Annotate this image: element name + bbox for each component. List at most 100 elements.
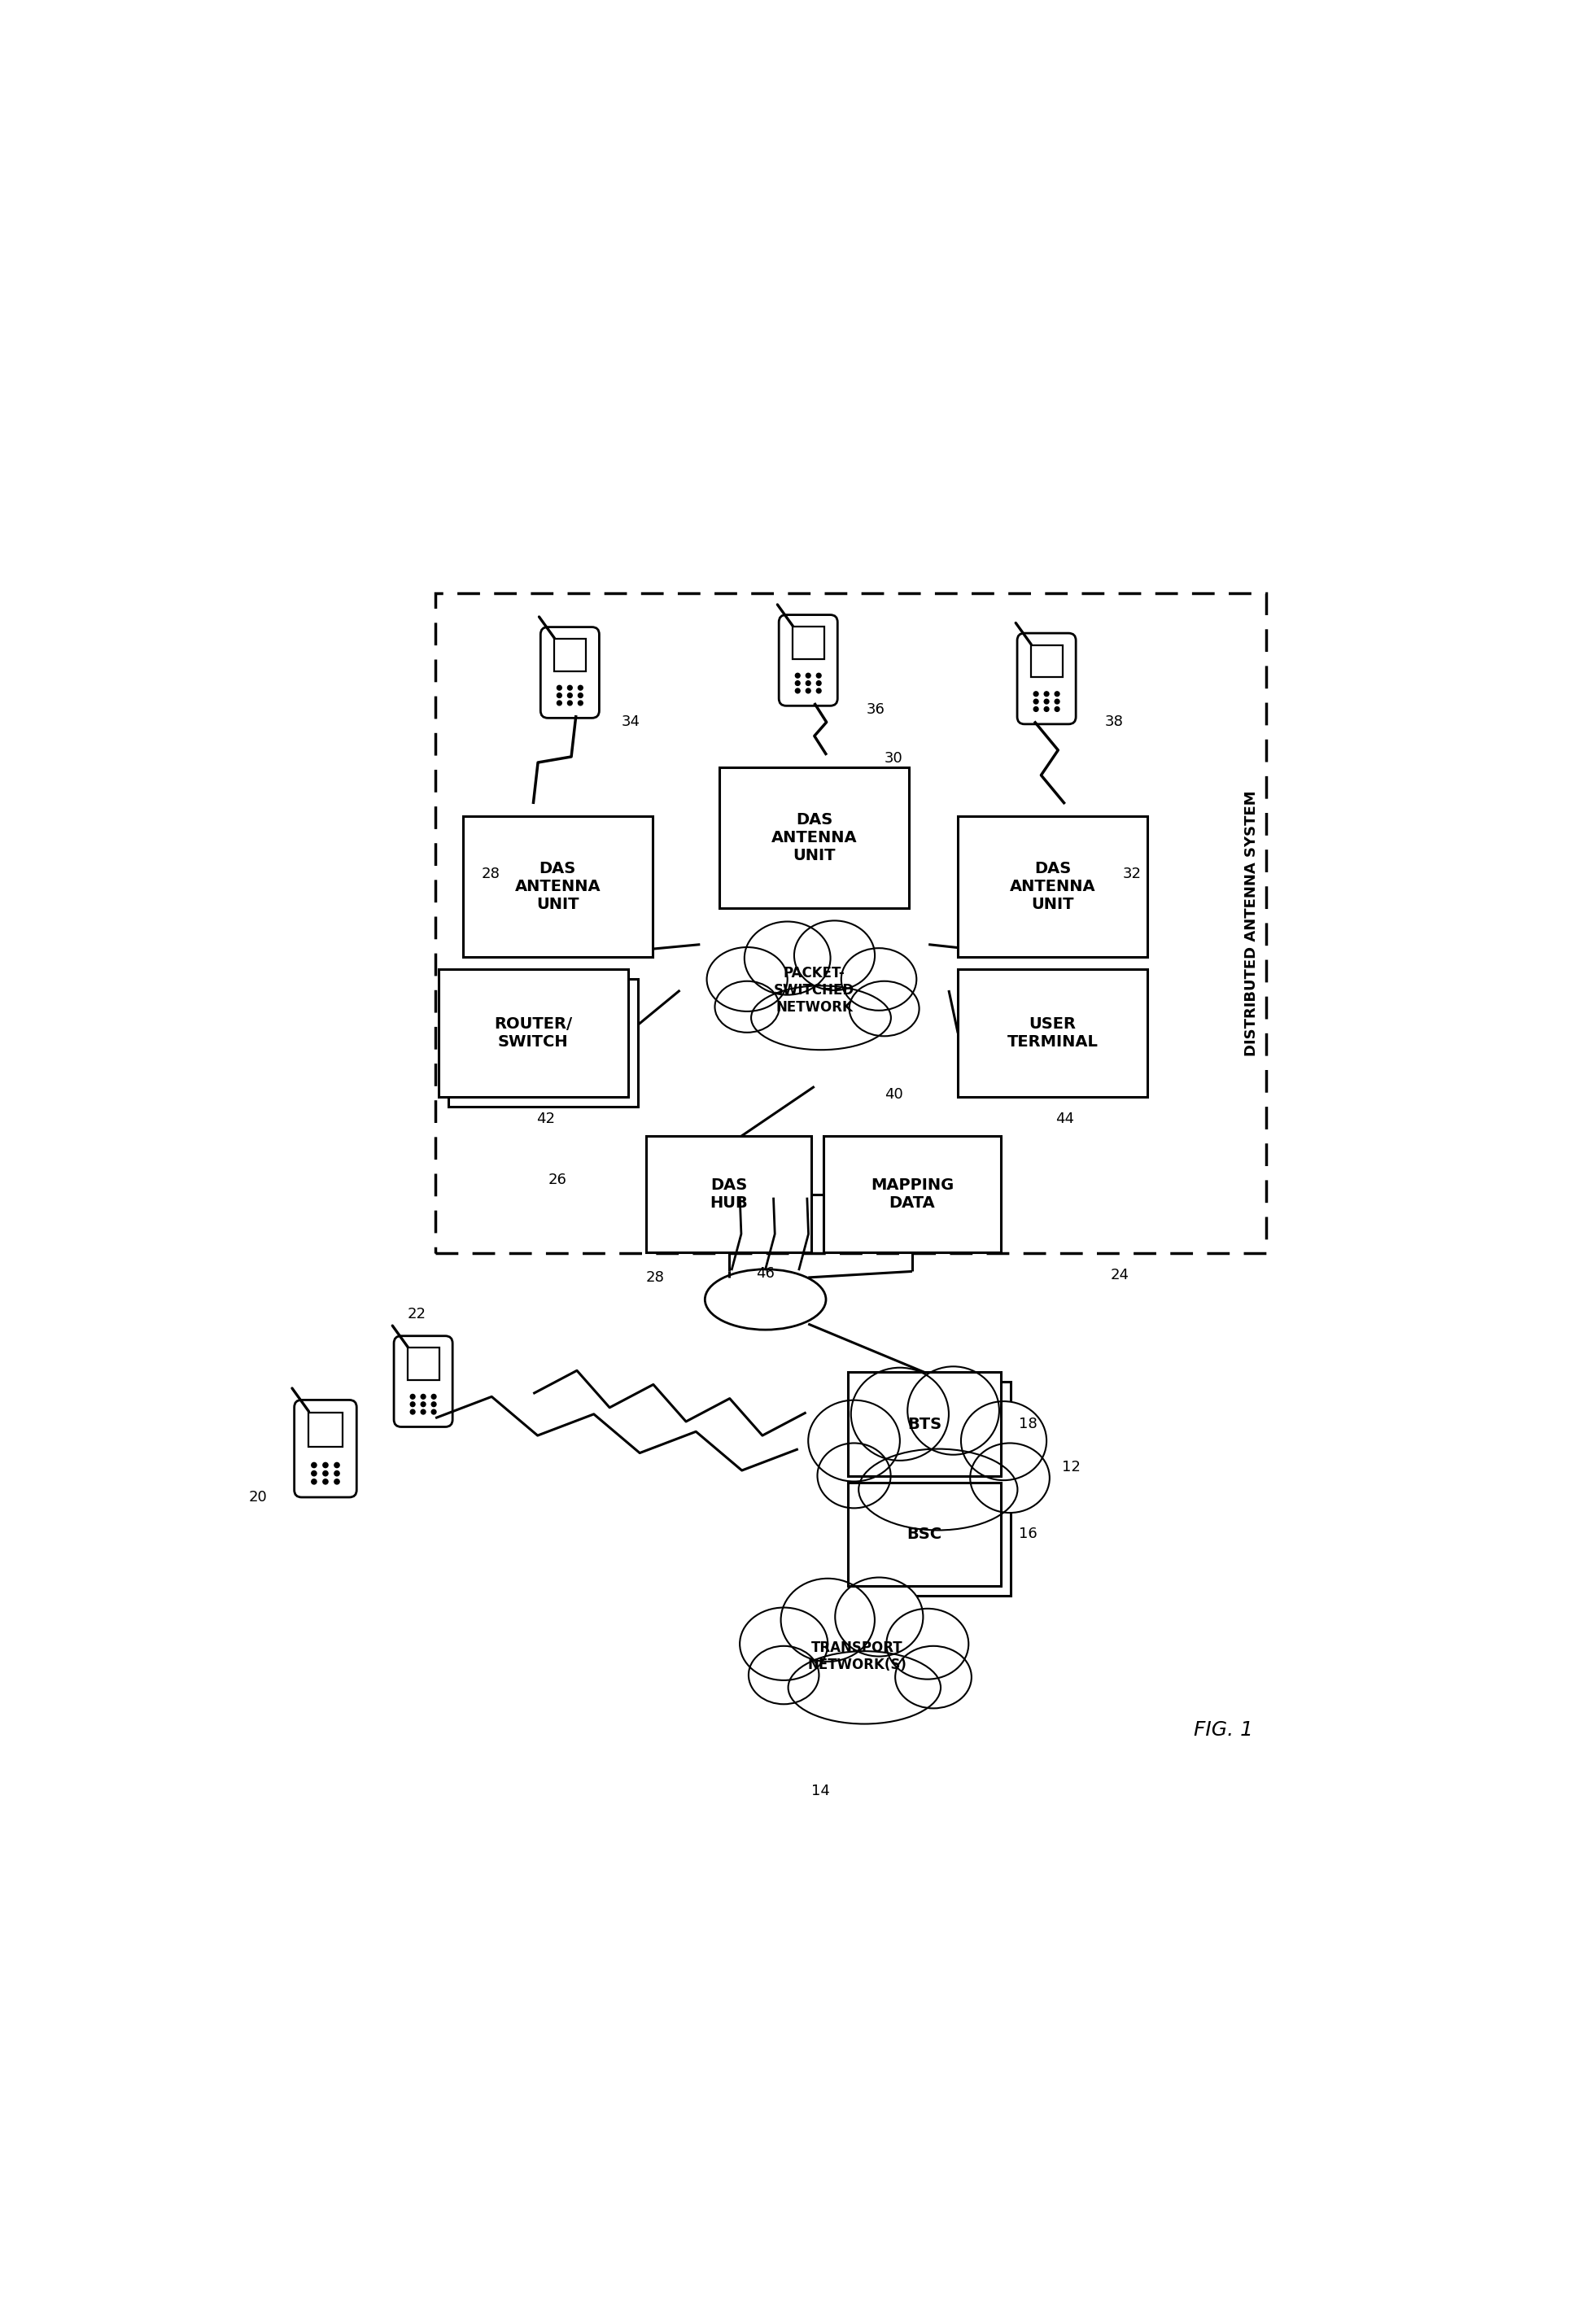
Circle shape xyxy=(557,686,561,690)
Text: 24: 24 xyxy=(1110,1267,1129,1283)
Bar xyxy=(719,767,908,909)
Ellipse shape xyxy=(850,981,919,1037)
Ellipse shape xyxy=(896,1645,971,1708)
Circle shape xyxy=(806,681,811,686)
FancyBboxPatch shape xyxy=(1017,632,1076,725)
Text: 32: 32 xyxy=(1123,867,1142,881)
Text: BSC: BSC xyxy=(907,1527,941,1541)
Text: ROUTER/
SWITCH: ROUTER/ SWITCH xyxy=(494,1016,572,1050)
Ellipse shape xyxy=(858,1448,1017,1529)
Circle shape xyxy=(410,1394,415,1399)
Ellipse shape xyxy=(770,1350,1091,1559)
Text: TRANSPORT
NETWORK(S): TRANSPORT NETWORK(S) xyxy=(807,1641,907,1673)
Circle shape xyxy=(806,674,811,679)
Circle shape xyxy=(312,1462,317,1469)
Circle shape xyxy=(795,674,800,679)
Bar xyxy=(1031,646,1063,676)
Bar xyxy=(448,978,637,1106)
Text: DAS
ANTENNA
UNIT: DAS ANTENNA UNIT xyxy=(514,860,601,911)
Bar xyxy=(647,1136,811,1253)
Ellipse shape xyxy=(907,1367,1000,1455)
Bar xyxy=(792,627,825,658)
Text: 28: 28 xyxy=(481,867,500,881)
Circle shape xyxy=(1033,700,1038,704)
Circle shape xyxy=(568,693,572,697)
Ellipse shape xyxy=(817,1443,891,1508)
Text: PACKET-
SWITCHED
NETWORK: PACKET- SWITCHED NETWORK xyxy=(774,967,855,1016)
Circle shape xyxy=(1055,693,1060,697)
Text: 22: 22 xyxy=(408,1306,426,1322)
Circle shape xyxy=(579,702,583,706)
Circle shape xyxy=(421,1411,426,1415)
Bar xyxy=(858,1383,1011,1485)
Bar xyxy=(848,1371,1001,1476)
Text: 30: 30 xyxy=(885,751,904,765)
Ellipse shape xyxy=(886,1608,968,1680)
Circle shape xyxy=(557,693,561,697)
Bar xyxy=(858,1492,1011,1597)
Circle shape xyxy=(817,681,822,686)
Text: USER
TERMINAL: USER TERMINAL xyxy=(1008,1016,1098,1050)
Text: 28: 28 xyxy=(647,1271,665,1285)
Circle shape xyxy=(432,1411,437,1415)
Circle shape xyxy=(1044,706,1049,711)
Circle shape xyxy=(795,688,800,693)
Bar xyxy=(435,593,1266,1253)
Circle shape xyxy=(334,1478,339,1485)
Circle shape xyxy=(323,1462,328,1469)
Text: MAPPING
DATA: MAPPING DATA xyxy=(871,1178,954,1211)
Circle shape xyxy=(1044,693,1049,697)
Bar xyxy=(308,1413,342,1448)
Text: 26: 26 xyxy=(549,1171,568,1188)
Circle shape xyxy=(795,681,800,686)
Text: 16: 16 xyxy=(1019,1527,1038,1541)
Ellipse shape xyxy=(703,1562,1011,1750)
Text: 42: 42 xyxy=(536,1111,555,1125)
Circle shape xyxy=(1044,700,1049,704)
Circle shape xyxy=(323,1471,328,1476)
Text: DAS
HUB: DAS HUB xyxy=(710,1178,747,1211)
Bar xyxy=(848,1483,1001,1585)
Circle shape xyxy=(432,1394,437,1399)
Ellipse shape xyxy=(852,1367,949,1459)
Text: 40: 40 xyxy=(885,1088,904,1102)
Circle shape xyxy=(817,674,822,679)
Text: 34: 34 xyxy=(621,713,640,730)
Bar xyxy=(957,816,1148,957)
Text: BTS: BTS xyxy=(907,1415,941,1432)
Circle shape xyxy=(312,1478,317,1485)
Circle shape xyxy=(432,1401,437,1406)
FancyBboxPatch shape xyxy=(394,1336,453,1427)
Ellipse shape xyxy=(673,909,956,1074)
Circle shape xyxy=(806,688,811,693)
Circle shape xyxy=(579,693,583,697)
Circle shape xyxy=(568,686,572,690)
Circle shape xyxy=(410,1401,415,1406)
Text: DAS
ANTENNA
UNIT: DAS ANTENNA UNIT xyxy=(771,811,858,862)
FancyBboxPatch shape xyxy=(541,627,599,718)
Ellipse shape xyxy=(836,1578,923,1657)
Circle shape xyxy=(421,1401,426,1406)
Text: 18: 18 xyxy=(1019,1418,1038,1432)
Text: 46: 46 xyxy=(755,1267,774,1281)
Ellipse shape xyxy=(749,1645,818,1703)
Bar xyxy=(438,969,628,1097)
Circle shape xyxy=(557,702,561,706)
Ellipse shape xyxy=(841,948,916,1011)
Circle shape xyxy=(817,688,822,693)
Text: DISTRIBUTED ANTENNA SYSTEM: DISTRIBUTED ANTENNA SYSTEM xyxy=(1244,790,1258,1055)
Ellipse shape xyxy=(807,1399,900,1480)
Ellipse shape xyxy=(751,985,891,1050)
Ellipse shape xyxy=(795,920,875,990)
Circle shape xyxy=(312,1471,317,1476)
Text: 12: 12 xyxy=(1061,1459,1080,1473)
Circle shape xyxy=(421,1394,426,1399)
Bar xyxy=(554,639,585,672)
Circle shape xyxy=(1055,700,1060,704)
Ellipse shape xyxy=(744,923,831,995)
Bar xyxy=(407,1348,438,1380)
Text: FIG. 1: FIG. 1 xyxy=(1194,1720,1254,1738)
Ellipse shape xyxy=(714,981,779,1032)
Circle shape xyxy=(1033,706,1038,711)
Circle shape xyxy=(579,686,583,690)
